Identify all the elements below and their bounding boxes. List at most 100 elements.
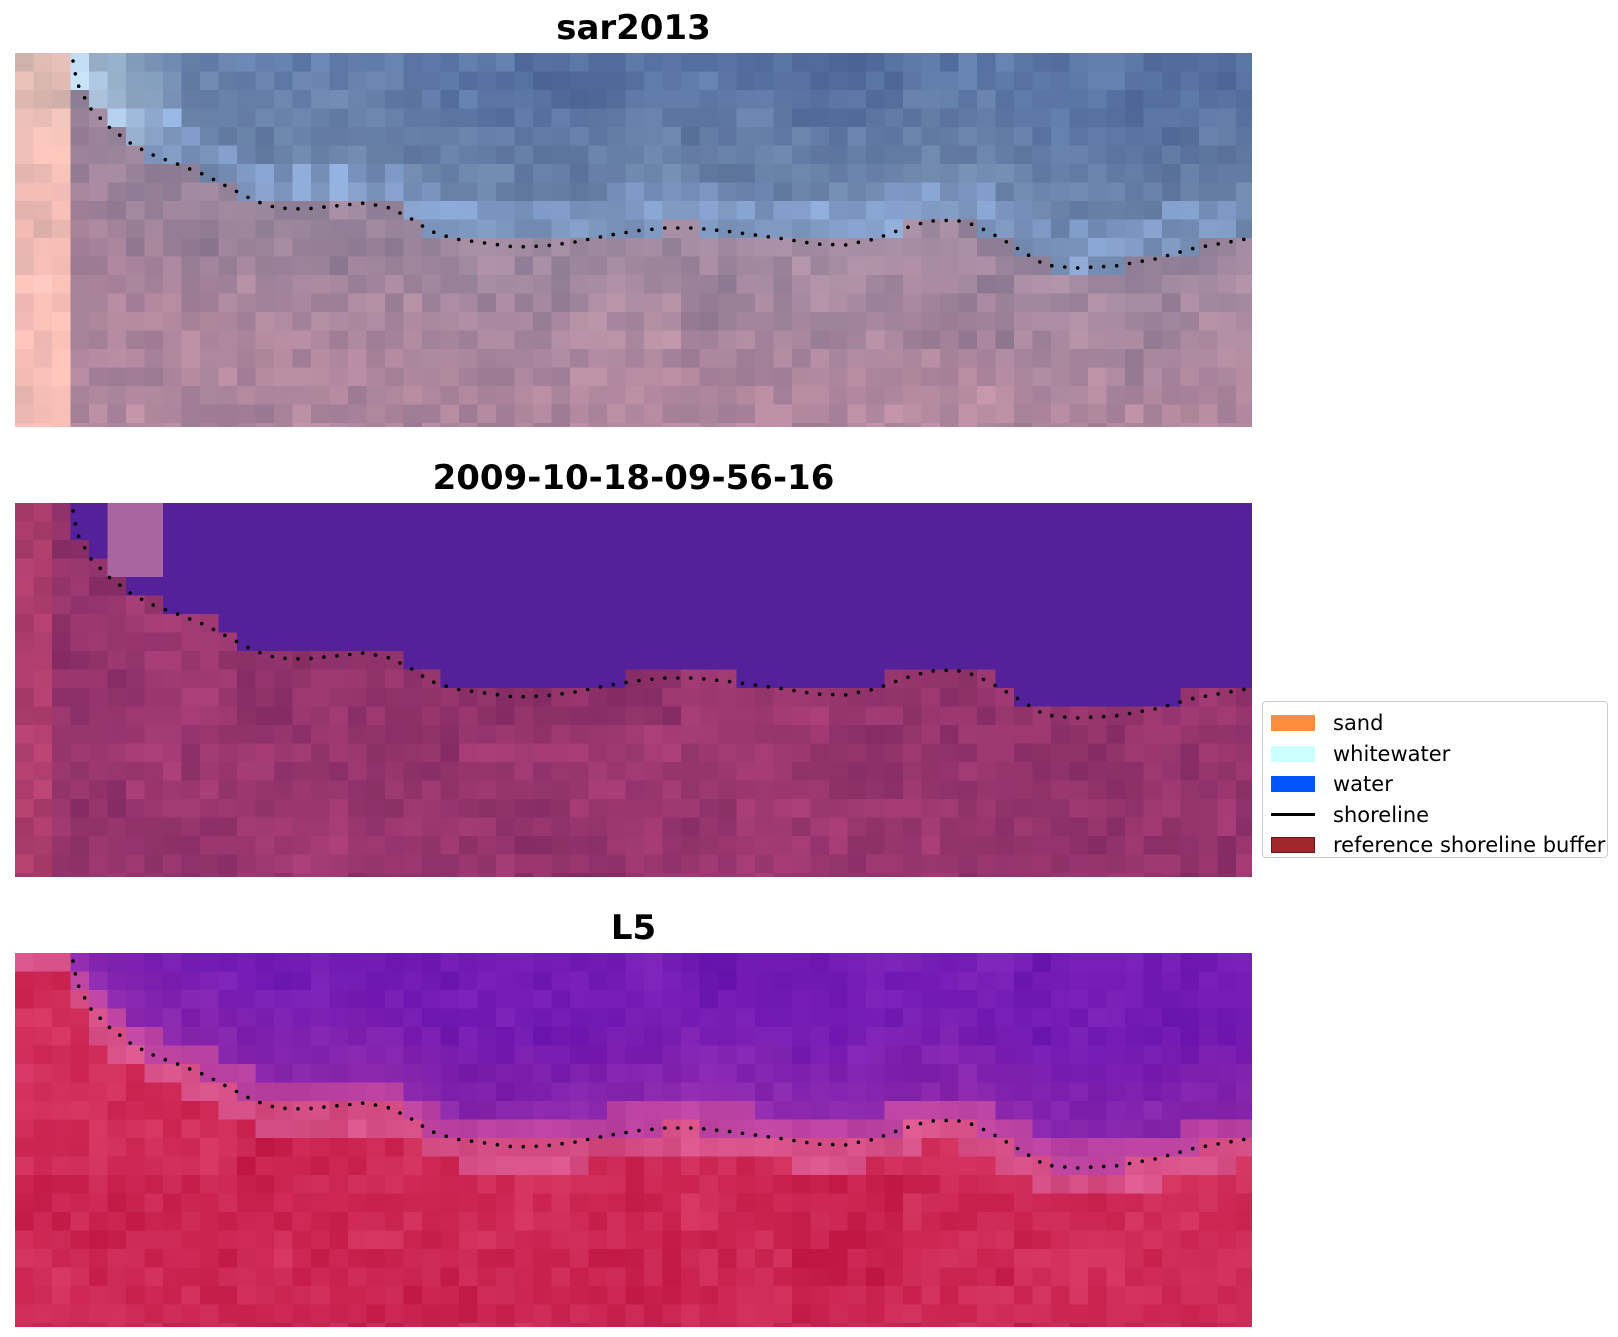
class-pixel bbox=[773, 706, 793, 726]
class-pixel bbox=[884, 817, 904, 837]
index-pixel bbox=[940, 971, 960, 991]
rgb-pixel bbox=[1014, 182, 1034, 202]
rgb-pixel bbox=[1199, 312, 1219, 332]
class-pixel bbox=[847, 780, 867, 800]
index-pixel bbox=[200, 990, 220, 1010]
rgb-pixel bbox=[588, 386, 608, 406]
rgb-pixel bbox=[514, 275, 534, 295]
index-pixel bbox=[1106, 1175, 1126, 1195]
class-pixel bbox=[1199, 669, 1219, 689]
class-pixel bbox=[533, 688, 553, 708]
rgb-pixel bbox=[144, 71, 164, 91]
index-pixel bbox=[1143, 1323, 1163, 1327]
class-pixel bbox=[570, 614, 590, 634]
index-pixel bbox=[329, 1304, 349, 1324]
class-pixel bbox=[1199, 706, 1219, 726]
class-pixel bbox=[921, 688, 941, 708]
class-pixel bbox=[644, 503, 664, 523]
class-pixel bbox=[181, 521, 201, 541]
index-pixel bbox=[829, 971, 849, 991]
rgb-pixel bbox=[773, 182, 793, 202]
class-pixel bbox=[1236, 688, 1252, 708]
index-pixel bbox=[1199, 1101, 1219, 1121]
class-pixel bbox=[422, 521, 442, 541]
index-pixel bbox=[255, 1286, 275, 1306]
index-pixel bbox=[329, 971, 349, 991]
index-pixel bbox=[237, 1323, 257, 1327]
class-pixel bbox=[718, 762, 738, 782]
class-pixel bbox=[570, 780, 590, 800]
rgb-pixel bbox=[459, 404, 479, 424]
class-pixel bbox=[755, 688, 775, 708]
index-pixel bbox=[977, 1212, 997, 1232]
index-pixel bbox=[662, 1249, 682, 1269]
class-pixel bbox=[903, 651, 923, 671]
index-pixel bbox=[607, 1082, 627, 1102]
class-pixel bbox=[440, 817, 460, 837]
rgb-pixel bbox=[126, 201, 146, 221]
class-pixel bbox=[440, 762, 460, 782]
rgb-pixel bbox=[181, 145, 201, 165]
rgb-pixel bbox=[1014, 219, 1034, 239]
index-pixel bbox=[514, 1008, 534, 1028]
class-pixel bbox=[107, 558, 127, 578]
index-pixel bbox=[237, 1249, 257, 1269]
rgb-pixel bbox=[1051, 312, 1071, 332]
rgb-pixel bbox=[107, 71, 127, 91]
index-pixel bbox=[292, 953, 312, 973]
class-pixel bbox=[274, 743, 294, 763]
index-pixel bbox=[1125, 1249, 1145, 1269]
class-pixel bbox=[533, 817, 553, 837]
rgb-pixel bbox=[681, 127, 701, 147]
class-pixel bbox=[829, 651, 849, 671]
rgb-pixel bbox=[52, 182, 72, 202]
class-pixel bbox=[810, 577, 830, 597]
class-pixel bbox=[459, 632, 479, 652]
rgb-pixel bbox=[644, 164, 664, 184]
class-pixel bbox=[1217, 558, 1237, 578]
index-pixel bbox=[1088, 1082, 1108, 1102]
rgb-pixel bbox=[292, 275, 312, 295]
class-pixel bbox=[15, 595, 35, 615]
index-pixel bbox=[1125, 1230, 1145, 1250]
shoreline-dot bbox=[508, 1144, 513, 1149]
rgb-pixel bbox=[311, 219, 331, 239]
rgb-pixel bbox=[1069, 238, 1089, 258]
index-pixel bbox=[884, 1008, 904, 1028]
rgb-pixel bbox=[1088, 145, 1108, 165]
index-pixel bbox=[736, 1193, 756, 1213]
class-pixel bbox=[1014, 595, 1034, 615]
class-pixel bbox=[866, 873, 886, 877]
class-pixel bbox=[662, 558, 682, 578]
index-pixel bbox=[1199, 1230, 1219, 1250]
class-pixel bbox=[52, 614, 72, 634]
index-pixel bbox=[311, 1027, 331, 1047]
index-pixel bbox=[847, 971, 867, 991]
class-pixel bbox=[89, 577, 109, 597]
class-pixel bbox=[792, 521, 812, 541]
class-pixel bbox=[533, 762, 553, 782]
rgb-pixel bbox=[533, 404, 553, 424]
class-pixel bbox=[940, 780, 960, 800]
rgb-pixel bbox=[551, 386, 571, 406]
class-pixel bbox=[274, 540, 294, 560]
class-pixel bbox=[1180, 595, 1200, 615]
class-pixel bbox=[866, 521, 886, 541]
class-pixel bbox=[588, 595, 608, 615]
index-pixel bbox=[15, 1027, 35, 1047]
index-pixel bbox=[200, 1175, 220, 1195]
class-pixel bbox=[847, 743, 867, 763]
shoreline-dot bbox=[830, 1142, 835, 1147]
class-pixel bbox=[699, 706, 719, 726]
class-pixel bbox=[33, 725, 53, 745]
index-pixel bbox=[1051, 1008, 1071, 1028]
index-pixel bbox=[1032, 1008, 1052, 1028]
shoreline-dot bbox=[931, 1119, 935, 1123]
rgb-pixel bbox=[15, 108, 35, 128]
index-pixel bbox=[644, 1101, 664, 1121]
class-pixel bbox=[940, 743, 960, 763]
index-pixel bbox=[1125, 1138, 1145, 1158]
rgb-pixel bbox=[921, 219, 941, 239]
class-pixel bbox=[163, 836, 183, 856]
index-pixel bbox=[625, 990, 645, 1010]
